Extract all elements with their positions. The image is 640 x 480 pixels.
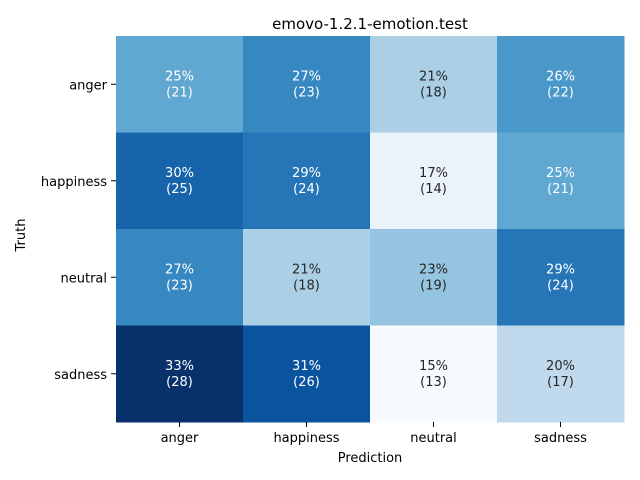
cell-label: 29% (24) — [546, 262, 575, 293]
x-tick-label: neutral — [410, 431, 457, 446]
cell-label: 31% (26) — [292, 359, 321, 390]
x-tick-label: happiness — [273, 431, 339, 446]
heatmap-cell — [116, 36, 244, 133]
x-tick-label: anger — [161, 431, 199, 446]
cell-label: 23% (19) — [419, 262, 448, 293]
cell-label: 27% (23) — [292, 69, 321, 100]
cell-label: 15% (13) — [419, 359, 448, 390]
cell-label: 27% (23) — [165, 262, 194, 293]
heatmap-cell — [243, 132, 371, 230]
cell-label: 33% (28) — [165, 359, 194, 390]
cell-label: 25% (21) — [546, 166, 575, 197]
cell-label: 30% (25) — [165, 166, 194, 197]
heatmap-cell — [243, 325, 371, 423]
heatmap-cell — [116, 132, 244, 230]
x-tick-label: sadness — [534, 431, 587, 446]
heatmap-cell — [497, 132, 625, 230]
heatmap-cell — [370, 229, 498, 326]
heatmap-cell — [116, 325, 244, 423]
heatmap-cell — [370, 325, 498, 423]
y-tick-label: neutral — [61, 271, 108, 286]
cell-label: 20% (17) — [546, 359, 575, 390]
heatmap-cell — [243, 229, 371, 326]
y-tick-label: anger — [69, 78, 107, 93]
heatmap-cells: 25% (21) 27% (23) 21% (18) 26% (22) 30% (25) 29% (2… — [116, 36, 625, 423]
y-tick-label: sadness — [54, 368, 107, 383]
cell-label: 25% (21) — [165, 69, 194, 100]
y-tick-label: happiness — [41, 175, 107, 190]
heatmap-cell — [497, 325, 625, 423]
heatmap-cell — [370, 132, 498, 230]
x-axis-ticks: anger happiness neutral sadness — [161, 422, 587, 446]
cell-label: 17% (14) — [419, 166, 448, 197]
cell-label: 26% (22) — [546, 69, 575, 100]
heatmap-cell — [370, 36, 498, 133]
cell-label: 21% (18) — [419, 69, 448, 100]
heatmap-cell — [497, 229, 625, 326]
cell-label: 29% (24) — [292, 166, 321, 197]
chart-title: emovo-1.2.1-emotion.test — [272, 15, 468, 33]
y-axis-ticks: anger happiness neutral sadness — [41, 78, 116, 383]
heatmap-cell — [243, 36, 371, 133]
heatmap-cell — [116, 229, 244, 326]
y-axis-label: Truth — [14, 219, 29, 253]
heatmap-cell — [497, 36, 625, 133]
x-axis-label: Prediction — [338, 451, 403, 466]
cell-label: 21% (18) — [292, 262, 321, 293]
